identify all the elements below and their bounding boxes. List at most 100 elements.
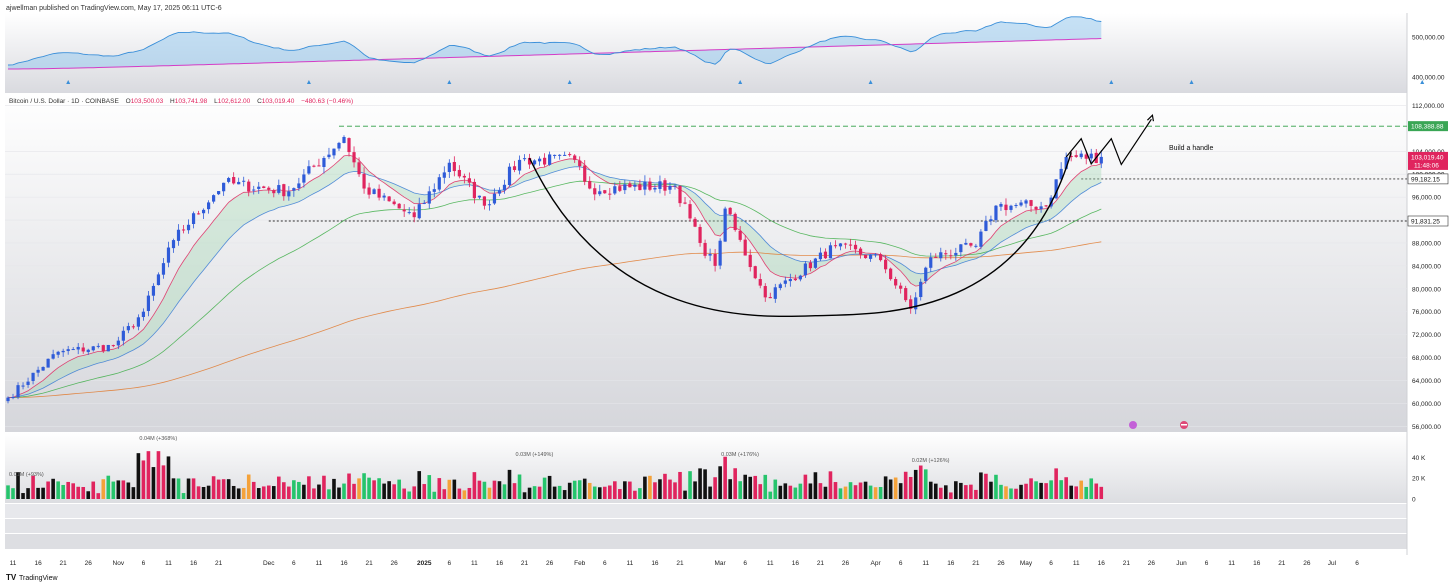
time-tick-label: 21 <box>1123 560 1131 567</box>
candle-body <box>1064 157 1068 169</box>
volume-bar <box>327 489 331 499</box>
moving-averages <box>7 154 1102 399</box>
candle-body <box>1024 200 1028 204</box>
volume-bar <box>562 490 567 499</box>
time-tick-label: 21 <box>60 560 68 567</box>
price-tick-label: 84,000.00 <box>1412 263 1441 270</box>
candle-body <box>217 191 221 195</box>
volume-bar <box>231 485 236 499</box>
tradingview-logo[interactable]: TV TradingView <box>6 573 58 582</box>
volume-bar <box>362 473 366 499</box>
publisher-caption: ajwellman published on TradingView.com, … <box>6 5 222 12</box>
volume-bar <box>713 477 717 499</box>
candle-body <box>507 166 512 186</box>
volume-bar <box>908 476 913 499</box>
volume-bar <box>66 481 70 499</box>
volume-bar <box>51 478 55 499</box>
candle-body <box>16 385 20 398</box>
candle-body <box>462 175 466 178</box>
candle-body <box>778 284 782 289</box>
candle-body <box>1084 154 1088 159</box>
candle-body <box>76 346 80 350</box>
candle-body <box>452 161 456 172</box>
candle-body <box>939 252 943 259</box>
volume-bar <box>618 489 622 499</box>
volume-bar <box>1049 480 1053 499</box>
open-value: 103,500.03 <box>131 98 164 105</box>
candle-body <box>272 190 276 194</box>
volume-bar <box>587 482 592 499</box>
candle-body <box>91 346 95 351</box>
volume-bar <box>21 493 25 499</box>
candle-body <box>502 184 507 191</box>
candle-body <box>106 344 110 352</box>
candle-body <box>723 208 727 242</box>
candle-body <box>1074 155 1078 157</box>
symbol-name: Bitcoin / U.S. Dollar · 1D · COINBASE <box>9 98 119 105</box>
candle-body <box>1089 153 1093 159</box>
time-tick-label: 26 <box>1303 560 1311 567</box>
time-tick-label: 16 <box>792 560 800 567</box>
volume-bar <box>271 486 276 499</box>
volume-bar <box>838 488 843 499</box>
volume-bar <box>382 483 386 499</box>
volume-bar <box>407 491 411 499</box>
candle-body <box>994 205 998 221</box>
candle-body <box>553 154 557 156</box>
volume-bar <box>422 484 427 499</box>
volume-bar <box>638 488 642 499</box>
volume-bar <box>337 487 341 499</box>
volume-bar <box>277 476 281 499</box>
key-level-tag <box>1407 215 1449 227</box>
candle-body <box>904 288 908 301</box>
candle-body <box>257 186 261 189</box>
volume-bar <box>507 469 512 499</box>
volume-bar <box>181 493 186 499</box>
candle-body <box>793 278 797 281</box>
volume-bar <box>1029 478 1033 499</box>
time-tick-label: 16 <box>34 560 42 567</box>
candle-body <box>999 203 1003 207</box>
volume-bar <box>447 479 452 499</box>
volume-bar <box>1034 481 1038 499</box>
last-price-tag <box>1408 151 1448 170</box>
volume-bar <box>261 486 266 499</box>
time-tick-label: 6 <box>603 560 607 567</box>
price-tick-label: 80,000.00 <box>1412 286 1441 293</box>
volume-bar <box>472 472 477 499</box>
volume-bar <box>693 481 697 499</box>
candle-body <box>688 204 692 219</box>
candle-body <box>342 136 346 143</box>
news-icon[interactable] <box>1129 421 1137 429</box>
time-tick-label: Dec <box>263 560 275 567</box>
volume-bar <box>462 490 467 499</box>
time-tick-label: 11 <box>10 560 17 567</box>
candle-body <box>186 224 191 231</box>
volume-bar <box>793 487 798 499</box>
volume-bar <box>608 485 612 499</box>
volume-bar <box>101 479 106 499</box>
volume-bar <box>597 487 602 499</box>
candle-body <box>648 181 652 190</box>
candle-body <box>126 326 130 331</box>
signal-triangle <box>567 80 572 84</box>
candle-body <box>823 251 828 259</box>
candle-body <box>372 189 376 194</box>
candle-body <box>337 142 341 149</box>
volume-bar <box>833 482 838 499</box>
volume-bar <box>743 474 748 499</box>
symbol-legend[interactable]: Bitcoin / U.S. Dollar · 1D · COINBASE O1… <box>9 98 353 105</box>
candle-body <box>984 220 988 231</box>
candle-body <box>151 285 156 296</box>
candle-body <box>843 243 848 245</box>
time-tick-label: 26 <box>1148 560 1156 567</box>
candle-body <box>242 180 246 182</box>
price-tick-label: 68,000.00 <box>1412 355 1441 362</box>
candle-body <box>658 181 662 189</box>
volume-bar <box>628 481 632 499</box>
candle-body <box>663 180 667 191</box>
time-tick-label: 6 <box>1355 560 1359 567</box>
time-tick-label: 26 <box>997 560 1005 567</box>
tv-logo-icon: TV <box>6 573 17 582</box>
candle-body <box>959 244 963 253</box>
